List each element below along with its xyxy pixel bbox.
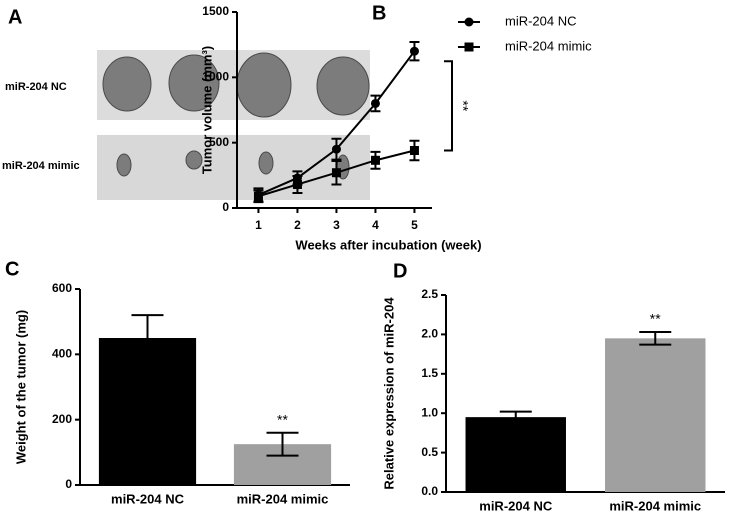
y-tick-label: 200	[52, 412, 72, 426]
panel-label: D	[393, 260, 407, 282]
annotation: **	[277, 411, 288, 427]
bar	[98, 338, 197, 485]
marker	[331, 168, 341, 178]
y-tick-label: 0.5	[421, 445, 438, 459]
y-tick-label: 1.5	[421, 366, 438, 380]
error-bar	[266, 431, 299, 457]
x-tick-label: miR-204 NC	[111, 491, 185, 506]
x-tick-label: 2	[294, 218, 301, 232]
marker	[292, 179, 302, 189]
annotation: **	[455, 100, 471, 111]
y-tick-label: 1500	[202, 4, 229, 18]
y-axis-title: Weight of the tumor (mg)	[13, 310, 28, 464]
x-tick-label: miR-204 mimic	[237, 491, 329, 506]
y-tick-label: 0.0	[421, 484, 438, 498]
x-tick-label: 5	[411, 218, 418, 232]
marker	[331, 144, 341, 154]
photo-strip	[97, 135, 370, 200]
x-tick-label: miR-204 mimic	[609, 498, 701, 513]
x-tick-label: miR-204 NC	[479, 498, 553, 513]
y-tick-label: 0	[65, 477, 72, 491]
bar	[465, 417, 566, 492]
significance-bracket	[444, 60, 453, 152]
y-axis-title: Relative expression of miR-204	[381, 297, 396, 490]
marker	[370, 155, 380, 165]
y-tick-label: 1000	[202, 70, 229, 84]
marker	[253, 191, 263, 201]
legend-label: miR-204 mimic	[505, 38, 592, 53]
x-tick-label: 1	[255, 218, 262, 232]
tumors	[102, 52, 370, 180]
y-tick-label: 400	[52, 347, 72, 361]
y-tick-label: 2.5	[421, 287, 438, 301]
annotation: **	[650, 311, 661, 327]
y-tick-label: 500	[209, 135, 229, 149]
y-axis-title: Tumor volume (mm³)	[199, 46, 214, 174]
panel-label: C	[5, 258, 19, 280]
x-tick-label: 3	[333, 218, 340, 232]
legend-label: miR-204 NC	[505, 13, 577, 28]
panel-label: A	[8, 6, 22, 28]
legend-marker	[464, 42, 474, 52]
y-tick-label: 0	[222, 200, 229, 214]
x-axis-title: Weeks after incubation (week)	[295, 237, 481, 252]
panel-label: B	[372, 2, 386, 24]
error-bar	[639, 331, 672, 346]
bar	[605, 338, 706, 492]
marker	[409, 146, 419, 156]
x-tick-label: 4	[372, 218, 379, 232]
error-bar	[131, 314, 164, 362]
row-label: miR-204 mimic	[2, 160, 80, 172]
y-tick-label: 600	[52, 281, 72, 295]
marker	[370, 98, 380, 108]
y-tick-label: 1.0	[421, 405, 438, 419]
y-tick-label: 2.0	[421, 327, 438, 341]
legend-marker	[464, 17, 474, 27]
error-bar	[499, 410, 532, 424]
marker	[409, 46, 419, 56]
row-label: miR-204 NC	[5, 81, 67, 93]
